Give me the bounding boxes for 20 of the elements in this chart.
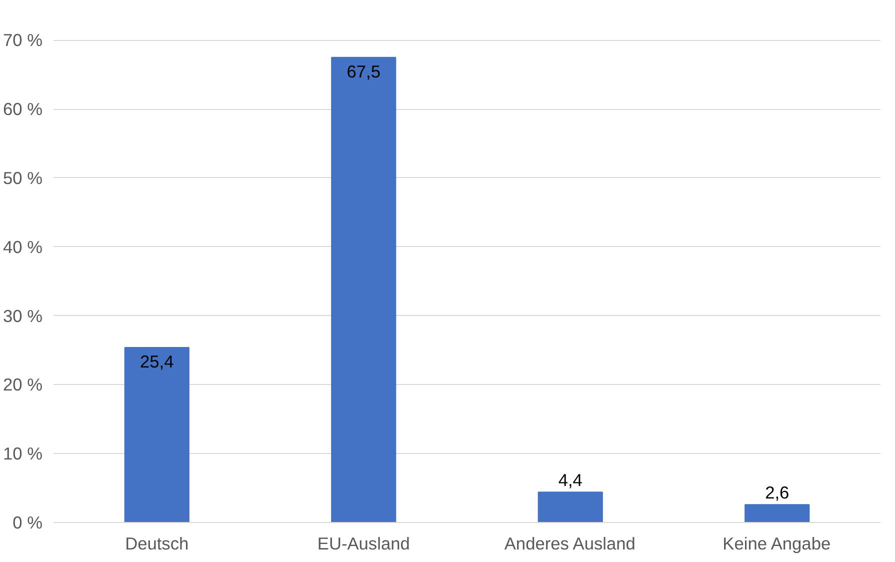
bar bbox=[538, 492, 603, 522]
data-label: 67,5 bbox=[346, 61, 380, 82]
bar bbox=[331, 56, 396, 522]
y-tick-label: 10 % bbox=[3, 444, 43, 464]
x-tick-label: Keine Angabe bbox=[722, 534, 831, 554]
y-tick-label: 50 % bbox=[3, 168, 43, 188]
x-tick-label: EU-Ausland bbox=[317, 534, 410, 554]
x-tick-label: Deutsch bbox=[125, 534, 189, 554]
y-tick-label: 0 % bbox=[12, 512, 42, 532]
x-tick-label: Anderes Ausland bbox=[504, 534, 636, 554]
bar bbox=[744, 504, 810, 522]
y-tick-label: 20 % bbox=[3, 374, 43, 395]
y-tick-label: 70 % bbox=[3, 30, 43, 50]
y-tick-label: 30 % bbox=[3, 306, 43, 326]
data-label: 2,6 bbox=[765, 482, 790, 503]
bar bbox=[124, 346, 190, 522]
y-tick-label: 60 % bbox=[3, 99, 43, 120]
data-label: 4,4 bbox=[558, 470, 583, 490]
y-tick-label: 40 % bbox=[3, 236, 43, 257]
data-label: 25,4 bbox=[140, 351, 174, 372]
